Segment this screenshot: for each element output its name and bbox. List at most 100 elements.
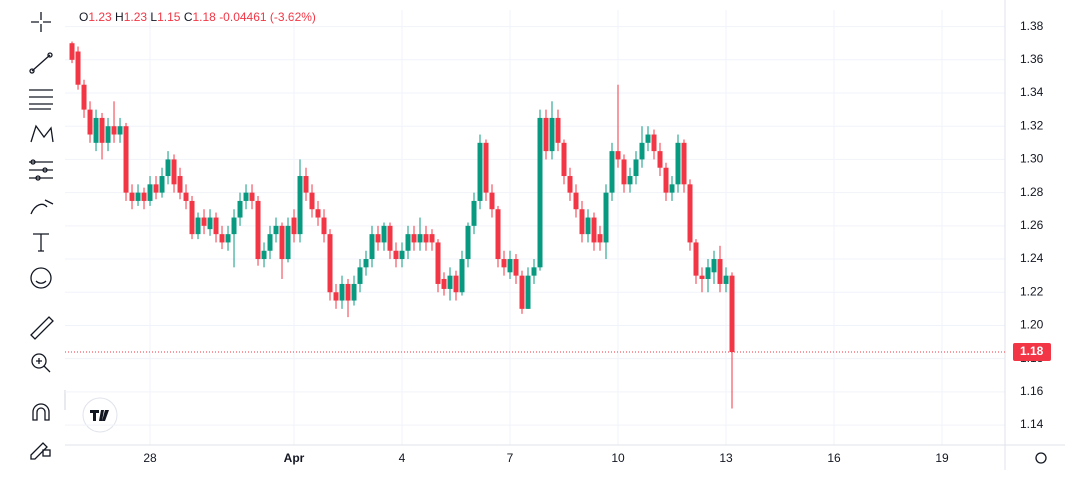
logo	[82, 397, 118, 433]
candle-body	[381, 225, 387, 243]
candle-body	[153, 184, 159, 193]
candle-body	[429, 234, 435, 243]
candle-body	[489, 192, 495, 210]
text-tool[interactable]	[33, 233, 49, 252]
candle-body	[345, 283, 351, 301]
legend-key: C	[184, 10, 193, 24]
candle-body	[639, 142, 645, 160]
x-tick-label: 19	[935, 451, 949, 465]
y-tick-label: 1.26	[1020, 218, 1044, 232]
y-tick-label: 1.22	[1020, 284, 1044, 298]
legend-value: 1.18	[192, 10, 216, 24]
candle-body	[111, 126, 117, 135]
candle-body	[159, 176, 165, 193]
trend-line-tool[interactable]	[29, 52, 53, 74]
candle-body	[657, 151, 663, 168]
y-tick-label: 1.34	[1020, 85, 1044, 99]
candle-body	[723, 275, 729, 284]
y-tick-label: 1.28	[1020, 185, 1044, 199]
candle-body	[303, 176, 309, 193]
candle-body	[201, 217, 207, 226]
candle-body	[81, 84, 87, 110]
candle-body	[249, 192, 255, 201]
candle-body	[171, 159, 177, 185]
candle-body	[651, 134, 657, 152]
y-tick-label: 1.14	[1020, 417, 1044, 431]
y-tick-label: 1.16	[1020, 384, 1044, 398]
candle-body	[459, 259, 465, 293]
candle-body	[687, 184, 693, 243]
legend-value: 1.15	[157, 10, 181, 24]
zoom-tool[interactable]	[31, 353, 51, 373]
candle-body	[237, 200, 243, 218]
x-tick-label: 10	[611, 451, 625, 465]
candle-body	[537, 117, 543, 268]
candle-body	[123, 126, 129, 193]
candle-body	[93, 117, 99, 143]
candle-body	[261, 250, 267, 260]
candle-body	[273, 225, 279, 235]
candle-body	[207, 217, 213, 230]
candle-body	[447, 275, 453, 289]
candle-body	[363, 259, 369, 268]
candle-body	[633, 159, 639, 177]
candle-body	[219, 234, 225, 243]
pattern-tool[interactable]	[30, 124, 54, 143]
candle-body	[417, 234, 423, 243]
candle-body	[357, 267, 363, 284]
prediction-tool[interactable]	[29, 159, 53, 181]
legend-value: 1.23	[124, 10, 148, 24]
candle-body	[675, 142, 681, 185]
candle-body	[453, 275, 459, 293]
x-tick-label: 7	[507, 451, 514, 465]
emoji-tool[interactable]	[30, 267, 52, 289]
fib-tool[interactable]	[29, 89, 53, 110]
candle-body	[165, 159, 171, 177]
candle-body	[135, 192, 141, 201]
candle-body	[369, 234, 375, 260]
magnet-tool[interactable]	[32, 403, 50, 421]
last-price-box	[1013, 343, 1051, 362]
change: -0.04461	[219, 10, 267, 24]
candle-body	[465, 225, 471, 260]
x-tick-label: 16	[827, 451, 841, 465]
candle-body	[291, 217, 297, 235]
legend-key: O	[79, 10, 88, 24]
candle-body	[645, 134, 651, 143]
candle-body	[195, 217, 201, 235]
lock-tool[interactable]	[30, 442, 51, 460]
ohlc-legend: O1.23 H1.23 L1.15 C1.18 -0.04461 (-3.62%…	[79, 10, 316, 24]
candle-body	[387, 225, 393, 251]
candle-body	[663, 167, 669, 193]
candle-body	[99, 117, 105, 143]
y-tick-label: 1.36	[1020, 52, 1044, 66]
y-tick-label: 1.32	[1020, 118, 1044, 132]
candle-body	[471, 200, 477, 226]
candle-body	[621, 159, 627, 185]
candle-body	[567, 176, 573, 193]
legend-key: H	[115, 10, 124, 24]
candle-body	[141, 192, 147, 201]
candle-body	[69, 43, 75, 60]
candle-body	[297, 176, 303, 235]
candle-body	[603, 192, 609, 243]
candle-body	[711, 259, 717, 273]
candle-body	[105, 126, 111, 143]
change-pct: (-3.62%)	[270, 10, 316, 24]
y-tick-label: 1.24	[1020, 251, 1044, 265]
candle-body	[423, 234, 429, 243]
crosshair-tool[interactable]	[31, 12, 51, 32]
candle-body	[327, 234, 333, 293]
candle-body	[513, 259, 519, 276]
settings[interactable]	[1035, 452, 1047, 464]
candle-body	[75, 51, 81, 85]
candle-body	[585, 217, 591, 235]
candle-body	[507, 259, 513, 273]
candle-body	[441, 278, 447, 289]
candle-body	[579, 209, 585, 235]
candle-body	[591, 217, 597, 243]
ruler-tool[interactable]	[30, 316, 54, 340]
candle-body	[519, 275, 525, 309]
y-tick-label: 1.30	[1020, 152, 1044, 166]
brush-tool[interactable]	[30, 199, 54, 215]
